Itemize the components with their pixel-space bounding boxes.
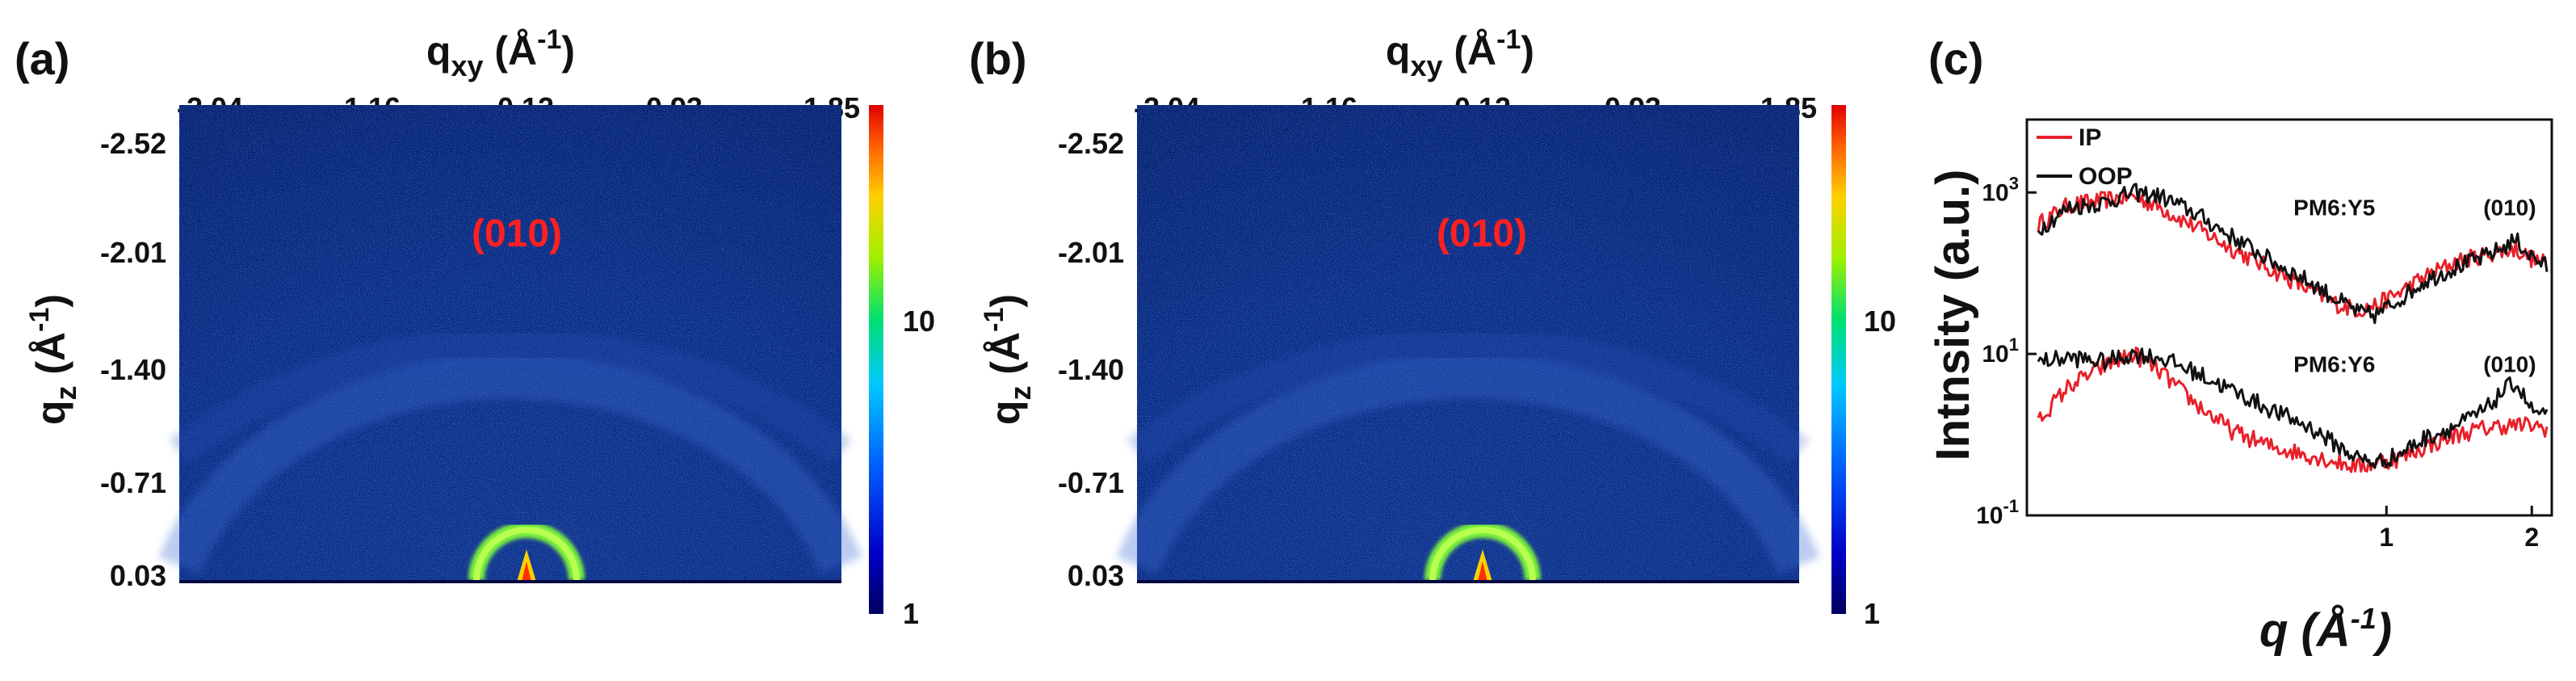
x-tick-label: 1 — [2379, 523, 2393, 552]
ticks: 10-1 101 103 1 2 — [1976, 173, 2539, 552]
legend-label-ip: IP — [2079, 124, 2101, 151]
y-tick-label: -0.71 — [100, 466, 166, 499]
diffraction-ring-010 — [1116, 354, 1820, 574]
diffraction-ring-outer — [1126, 328, 1810, 465]
series-lines — [2037, 183, 2549, 473]
y-axis-label: qz (Å-1) — [24, 294, 82, 425]
annotations: PM6:Y5 PM6:Y6 (010) (010) — [2293, 195, 2536, 377]
y-tick-labels: -2.52 -2.01 -1.40 -0.71 0.03 — [100, 127, 166, 592]
colorbar: 10 1 — [1831, 105, 1896, 630]
x-axis-label: q (Å-1) — [2259, 602, 2392, 657]
sample-label: PM6:Y6 — [2293, 351, 2375, 376]
diffraction-ring-outer — [169, 328, 852, 465]
sample-label: PM6:Y5 — [2293, 195, 2375, 221]
colorbar-tick-label: 1 — [1864, 597, 1880, 630]
x-tick-label: 2 — [2524, 523, 2539, 552]
y-tick-labels: -2.52 -2.01 -1.40 -0.71 0.03 — [1058, 127, 1124, 592]
panel-label: (a) — [15, 33, 69, 84]
peak-label: (010) — [2483, 195, 2536, 221]
legend-label-oop: OOP — [2079, 163, 2133, 190]
x-axis-label: qxy (Å-1) — [1386, 24, 1534, 82]
diffraction-ring-010 — [158, 354, 862, 574]
y-tick-label: 10-1 — [1976, 496, 2019, 529]
legend: IP OOP — [2037, 124, 2133, 190]
y-tick-label: -1.40 — [1058, 353, 1124, 386]
y-tick-label: -1.40 — [100, 353, 166, 386]
panel-a: (a) qxy (Å-1) -2.04 -1.16 -0.12 0.93 1.8… — [15, 24, 935, 630]
y-tick-label: 103 — [1982, 173, 2019, 206]
peak-label: (010) — [2483, 351, 2536, 376]
panel-b: (b) qxy (Å-1) -2.04 -1.16 -0.12 0.93 1.8… — [969, 24, 1896, 630]
peak-annotation: (010) — [472, 212, 562, 255]
y-tick-label: 0.03 — [1068, 559, 1124, 592]
colorbar-gradient — [1831, 105, 1846, 614]
colorbar-tick-label: 10 — [903, 305, 935, 338]
colorbar-tick-label: 10 — [1864, 305, 1896, 338]
panel-label: (c) — [1928, 33, 1983, 84]
plot-area: 10-1 101 103 1 2 PM6:Y5 PM6:Y6 (010) (010) — [1976, 118, 2553, 552]
y-tick-label: -0.71 — [1058, 466, 1124, 499]
plot-frame — [2025, 118, 2553, 517]
colorbar-gradient — [869, 105, 883, 614]
peak-annotation: (010) — [1437, 212, 1527, 255]
y-axis-label: qz (Å-1) — [979, 294, 1037, 425]
y-tick-label: -2.52 — [100, 127, 166, 160]
heatmap-image — [1116, 105, 1820, 583]
colorbar-tick-label: 1 — [903, 597, 919, 630]
y-tick-label: -2.01 — [1058, 236, 1124, 269]
y-tick-label: 0.03 — [110, 559, 166, 592]
y-tick-label: -2.01 — [100, 236, 166, 269]
series-line-oop-pm6-y5 — [2037, 183, 2549, 325]
y-tick-label: 101 — [1982, 334, 2019, 368]
y-tick-label: -2.52 — [1058, 127, 1124, 160]
colorbar: 10 1 — [869, 105, 935, 630]
series-line-oop-pm6-y6 — [2037, 347, 2549, 469]
x-axis-label: qxy (Å-1) — [426, 24, 575, 82]
panel-label: (b) — [969, 33, 1027, 84]
heatmap-image — [158, 105, 862, 583]
y-axis-label: Intnsity (a.u.) — [1927, 170, 1979, 461]
